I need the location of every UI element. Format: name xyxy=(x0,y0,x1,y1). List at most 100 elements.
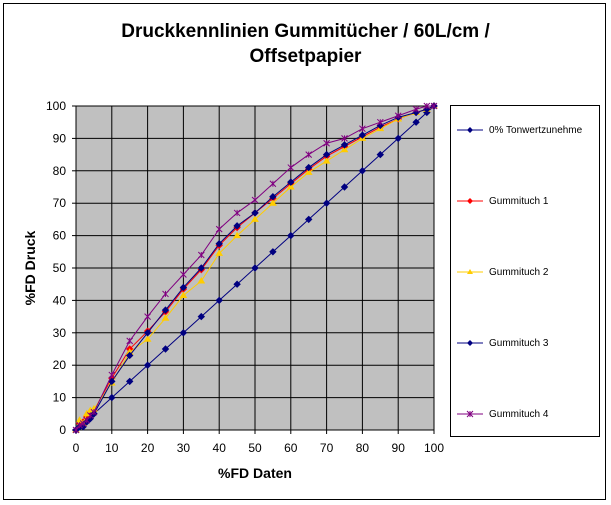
chart-title-line2: Offsetpapier xyxy=(249,46,362,67)
data-point-s4 xyxy=(269,180,277,188)
x-tick-label: 40 xyxy=(213,441,227,455)
data-point-s4 xyxy=(341,135,348,142)
y-tick-label: 20 xyxy=(53,358,67,372)
data-point-s4 xyxy=(76,421,83,429)
data-point-s4 xyxy=(180,271,187,278)
data-point-s0 xyxy=(340,183,349,191)
y-tick-label: 10 xyxy=(53,391,67,405)
x-tick-label: 30 xyxy=(177,441,191,455)
x-tick-label: 90 xyxy=(392,441,406,455)
data-point-s0 xyxy=(108,393,116,402)
data-point-s3 xyxy=(287,178,295,186)
data-point-s4 xyxy=(72,426,80,434)
legend-swatch xyxy=(457,340,483,346)
data-point-s2 xyxy=(322,157,331,164)
data-point-s0 xyxy=(394,134,402,143)
x-tick-label: 70 xyxy=(320,441,334,455)
y-tick-label: 30 xyxy=(53,326,67,340)
y-tick-label: 40 xyxy=(53,293,67,307)
data-point-s3 xyxy=(125,351,134,360)
legend-label: Gummituch 1 xyxy=(489,195,549,207)
x-tick-label: 0 xyxy=(73,441,80,455)
data-point-s2 xyxy=(340,145,349,153)
data-point-s3 xyxy=(143,329,152,337)
data-point-s4 xyxy=(430,102,438,110)
data-point-s4 xyxy=(394,112,402,120)
data-point-s4 xyxy=(83,416,91,424)
x-tick-label: 20 xyxy=(141,441,155,455)
data-point-s0 xyxy=(251,264,259,272)
data-point-s4 xyxy=(90,408,98,416)
data-point-s0 xyxy=(304,215,313,224)
data-point-s0 xyxy=(287,231,295,240)
data-point-s0 xyxy=(233,280,241,288)
data-point-s0 xyxy=(161,345,170,353)
data-point-s0 xyxy=(179,329,188,337)
y-tick-label: 0 xyxy=(59,423,66,437)
data-point-s4 xyxy=(251,196,259,204)
legend-item: Gummituch 1 xyxy=(457,193,548,209)
legend-swatch xyxy=(457,269,483,274)
data-point-s4 xyxy=(423,102,431,110)
data-point-s2 xyxy=(304,168,313,175)
data-point-s3 xyxy=(179,283,188,292)
legend-swatch xyxy=(457,198,483,204)
data-point-s4 xyxy=(126,337,134,345)
y-tick-label: 90 xyxy=(53,131,67,145)
data-point-s2 xyxy=(143,335,152,342)
data-point-s4 xyxy=(323,139,330,147)
chart-title-line1: Druckkennlinien Gummitücher / 60L/cm / xyxy=(121,21,490,42)
data-point-s0 xyxy=(125,377,134,386)
x-axis-label: %FD Daten xyxy=(218,465,292,481)
data-point-s0 xyxy=(143,361,152,369)
data-point-s3 xyxy=(358,131,367,139)
data-point-s3 xyxy=(340,141,349,149)
legend-item: Gummituch 2 xyxy=(457,264,548,280)
data-point-s4 xyxy=(197,251,205,259)
data-point-s4 xyxy=(287,164,295,171)
data-point-s0 xyxy=(376,150,385,159)
data-point-s2 xyxy=(286,183,295,190)
y-tick-label: 80 xyxy=(53,164,67,178)
data-point-s3 xyxy=(233,222,241,230)
y-tick-label: 50 xyxy=(53,261,67,275)
legend: 0% Tonwertzunehme Gummituch 1 Gummituch 2 G… xyxy=(450,105,600,437)
data-point-s2 xyxy=(161,314,170,321)
data-point-s4 xyxy=(305,151,313,158)
data-point-s0 xyxy=(197,312,206,321)
x-tick-label: 100 xyxy=(424,441,444,455)
data-point-s0 xyxy=(412,118,420,126)
data-point-s3 xyxy=(215,239,223,248)
data-point-s2 xyxy=(251,215,259,222)
y-tick-label: 100 xyxy=(46,99,66,113)
x-tick-label: 80 xyxy=(356,441,370,455)
data-point-s4 xyxy=(215,225,223,233)
data-point-s4 xyxy=(108,371,116,379)
data-point-s4 xyxy=(162,290,169,298)
data-point-s4 xyxy=(412,105,420,113)
data-point-s2 xyxy=(215,249,224,256)
data-point-s3 xyxy=(322,150,331,159)
legend-label: Gummituch 2 xyxy=(489,266,549,278)
data-point-s3 xyxy=(304,163,313,172)
data-point-s3 xyxy=(197,264,206,272)
data-point-s2 xyxy=(197,276,206,284)
legend-label: Gummituch 4 xyxy=(489,408,549,420)
legend-swatch xyxy=(457,410,483,418)
data-point-s4 xyxy=(233,209,241,217)
data-point-s0 xyxy=(322,199,331,207)
legend-item: Gummituch 3 xyxy=(457,335,548,351)
data-point-s0 xyxy=(269,248,277,256)
y-tick-label: 70 xyxy=(53,196,67,210)
data-point-s2 xyxy=(179,291,188,299)
legend-swatch xyxy=(457,127,483,133)
data-point-s3 xyxy=(251,209,259,217)
data-point-s4 xyxy=(359,125,366,133)
y-axis-label: %FD Druck xyxy=(22,230,38,306)
legend-label: 0% Tonwertzunehme xyxy=(489,124,583,136)
legend-label: Gummituch 3 xyxy=(489,337,549,349)
x-tick-label: 10 xyxy=(105,441,119,455)
x-tick-label: 50 xyxy=(248,441,262,455)
data-point-s3 xyxy=(108,377,116,386)
